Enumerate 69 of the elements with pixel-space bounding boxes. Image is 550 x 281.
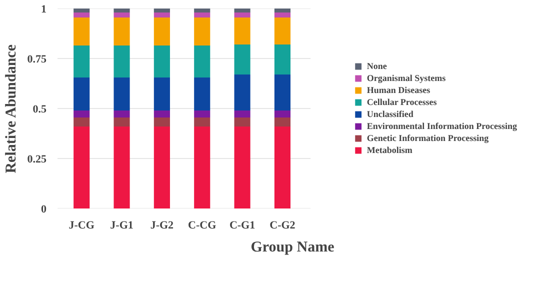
bar	[274, 44, 290, 74]
bar	[114, 118, 130, 126]
bar	[154, 8, 170, 12]
y-tick-label: 0.5	[32, 104, 47, 116]
bar	[194, 46, 210, 78]
bar	[274, 8, 290, 12]
y-tick-label: 0	[41, 204, 47, 216]
bar	[154, 126, 170, 208]
bar	[234, 110, 250, 118]
bar	[234, 126, 250, 208]
bar	[274, 110, 290, 118]
bar	[154, 110, 170, 118]
bar	[274, 74, 290, 110]
bar	[194, 18, 210, 46]
bar	[194, 78, 210, 110]
bar	[114, 46, 130, 78]
bar	[234, 74, 250, 110]
legend-label: Environmental Information Processing	[366, 121, 517, 131]
bar	[74, 18, 90, 46]
bar	[74, 46, 90, 78]
legend-label: Organismal Systems	[366, 73, 446, 83]
legend-label: Cellular Processes	[366, 97, 437, 107]
bar	[234, 12, 250, 18]
bar	[114, 126, 130, 208]
y-tick-label: 1	[41, 4, 46, 16]
x-tick-label: J-CG	[68, 220, 95, 232]
bar	[194, 126, 210, 208]
bar	[154, 18, 170, 46]
x-tick-label: C-G1	[229, 220, 256, 232]
x-tick-label: J-G1	[110, 220, 134, 232]
legend-label: Metabolism	[366, 145, 412, 155]
bar	[234, 118, 250, 126]
bar	[114, 18, 130, 46]
bar	[74, 126, 90, 208]
bar	[274, 118, 290, 126]
bar	[234, 44, 250, 74]
x-tick-label: C-G2	[270, 220, 296, 232]
x-axis-title: Group Name	[250, 240, 335, 256]
bar	[274, 12, 290, 18]
bar	[74, 118, 90, 126]
bar	[274, 18, 290, 44]
bar	[114, 110, 130, 118]
bar	[194, 12, 210, 18]
legend-label: Unclassified	[366, 109, 414, 119]
x-tick-label: J-G2	[150, 220, 174, 232]
bar	[74, 78, 90, 110]
bar	[114, 8, 130, 12]
bar	[194, 8, 210, 12]
y-axis-title: Relative Abundance	[3, 44, 20, 174]
y-tick-label: 0.75	[27, 54, 47, 66]
x-tick-label: C-CG	[188, 220, 217, 232]
y-tick-label: 0.25	[27, 154, 47, 166]
bar	[154, 118, 170, 126]
bar	[194, 118, 210, 126]
bar	[74, 110, 90, 118]
bar	[114, 78, 130, 110]
bar	[234, 18, 250, 44]
bar	[274, 126, 290, 208]
legend-label: Human Diseases	[366, 85, 430, 95]
bar	[194, 110, 210, 118]
bar	[74, 8, 90, 12]
legend-label: Genetic Information Processing	[366, 133, 489, 143]
bar	[114, 12, 130, 18]
bar	[154, 78, 170, 110]
bar	[234, 8, 250, 12]
bar	[154, 12, 170, 18]
bar	[74, 12, 90, 18]
legend-label: None	[366, 61, 387, 71]
bar	[154, 46, 170, 78]
